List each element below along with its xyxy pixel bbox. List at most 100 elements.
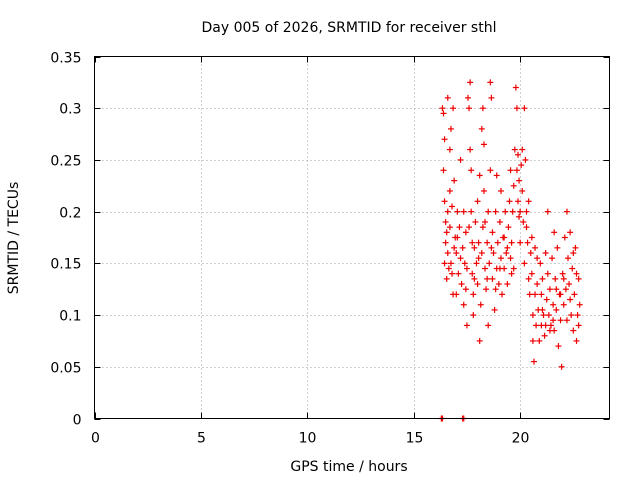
y-tick-label: 0.05 bbox=[50, 361, 81, 377]
data-point bbox=[460, 208, 467, 215]
data-point bbox=[543, 296, 550, 303]
data-point bbox=[471, 275, 478, 282]
y-tick-label: 0 bbox=[73, 413, 82, 429]
data-point bbox=[513, 105, 520, 112]
data-point bbox=[458, 281, 465, 288]
data-point bbox=[522, 156, 529, 163]
data-point bbox=[508, 270, 515, 277]
y-tick-label: 0.2 bbox=[59, 206, 81, 222]
y-tick-label: 0.35 bbox=[50, 51, 81, 67]
data-point bbox=[570, 327, 577, 334]
data-point bbox=[521, 260, 528, 267]
data-point bbox=[524, 239, 531, 246]
data-point bbox=[563, 317, 570, 324]
data-point bbox=[469, 239, 476, 246]
data-point bbox=[476, 337, 483, 344]
data-point bbox=[447, 260, 454, 267]
data-point bbox=[449, 270, 456, 277]
data-point bbox=[572, 244, 579, 251]
data-point bbox=[528, 234, 535, 241]
data-point bbox=[529, 337, 536, 344]
data-point bbox=[480, 187, 487, 194]
data-point bbox=[552, 275, 559, 282]
data-point bbox=[444, 250, 451, 257]
chart-title: Day 005 of 2026, SRMTID for receiver sth… bbox=[202, 20, 497, 36]
data-point bbox=[473, 260, 480, 267]
data-point bbox=[542, 322, 549, 329]
data-point bbox=[475, 255, 482, 262]
data-point bbox=[526, 291, 533, 298]
data-point bbox=[453, 250, 460, 257]
data-point bbox=[480, 141, 487, 148]
data-point bbox=[525, 275, 532, 282]
data-point bbox=[446, 187, 453, 194]
data-point bbox=[497, 255, 504, 262]
data-point bbox=[497, 187, 504, 194]
y-tick-label: 0.15 bbox=[50, 257, 81, 273]
data-point bbox=[489, 229, 496, 236]
data-point bbox=[519, 187, 526, 194]
data-point bbox=[570, 250, 577, 257]
data-point bbox=[492, 208, 499, 215]
x-tick-labels: 0 5 10 15 20 bbox=[91, 431, 529, 447]
data-point bbox=[470, 312, 477, 319]
plot-frame bbox=[94, 56, 610, 419]
data-point bbox=[455, 270, 462, 277]
data-points bbox=[438, 79, 583, 422]
y-axis-label: SRMTID / TECUs bbox=[6, 182, 22, 295]
data-point bbox=[568, 312, 575, 319]
data-point bbox=[440, 110, 447, 117]
data-point bbox=[504, 244, 511, 251]
data-point bbox=[454, 208, 461, 215]
data-point bbox=[549, 255, 556, 262]
data-point bbox=[442, 239, 449, 246]
data-point bbox=[444, 94, 451, 101]
data-point bbox=[474, 198, 481, 205]
data-point bbox=[442, 218, 449, 225]
data-point bbox=[461, 260, 468, 267]
data-point bbox=[492, 286, 499, 293]
data-point bbox=[475, 239, 482, 246]
data-point bbox=[471, 244, 478, 251]
data-point bbox=[441, 198, 448, 205]
data-point bbox=[499, 291, 506, 298]
data-point bbox=[546, 286, 553, 293]
data-point bbox=[541, 332, 548, 339]
data-point bbox=[536, 337, 543, 344]
data-point bbox=[491, 306, 498, 313]
data-point bbox=[534, 281, 541, 288]
data-point bbox=[449, 203, 456, 210]
data-point bbox=[503, 250, 510, 257]
data-point bbox=[451, 177, 458, 184]
x-axis-label: GPS time / hours bbox=[290, 459, 407, 475]
data-point bbox=[443, 229, 450, 236]
data-point bbox=[463, 322, 470, 329]
data-point bbox=[485, 208, 492, 215]
x-tick-label: 20 bbox=[512, 431, 530, 447]
data-point bbox=[523, 208, 530, 215]
data-point bbox=[567, 296, 574, 303]
data-point bbox=[520, 218, 527, 225]
data-point bbox=[557, 317, 564, 324]
data-point bbox=[518, 162, 525, 169]
y-tick-label: 0.1 bbox=[59, 309, 81, 325]
data-point bbox=[502, 208, 509, 215]
data-point bbox=[478, 125, 485, 132]
data-point bbox=[547, 322, 554, 329]
data-point bbox=[525, 198, 532, 205]
data-point bbox=[553, 286, 560, 293]
data-point bbox=[445, 265, 452, 272]
data-point bbox=[459, 244, 466, 251]
data-point bbox=[532, 291, 539, 298]
data-point bbox=[571, 291, 578, 298]
x-tick-label: 10 bbox=[299, 431, 317, 447]
axis-ticks bbox=[94, 56, 610, 420]
data-point bbox=[441, 260, 448, 267]
data-point bbox=[533, 322, 540, 329]
data-point bbox=[553, 306, 560, 313]
y-tick-label: 0.3 bbox=[59, 102, 81, 118]
data-point bbox=[511, 146, 518, 153]
data-point bbox=[516, 213, 523, 220]
data-point bbox=[470, 291, 477, 298]
